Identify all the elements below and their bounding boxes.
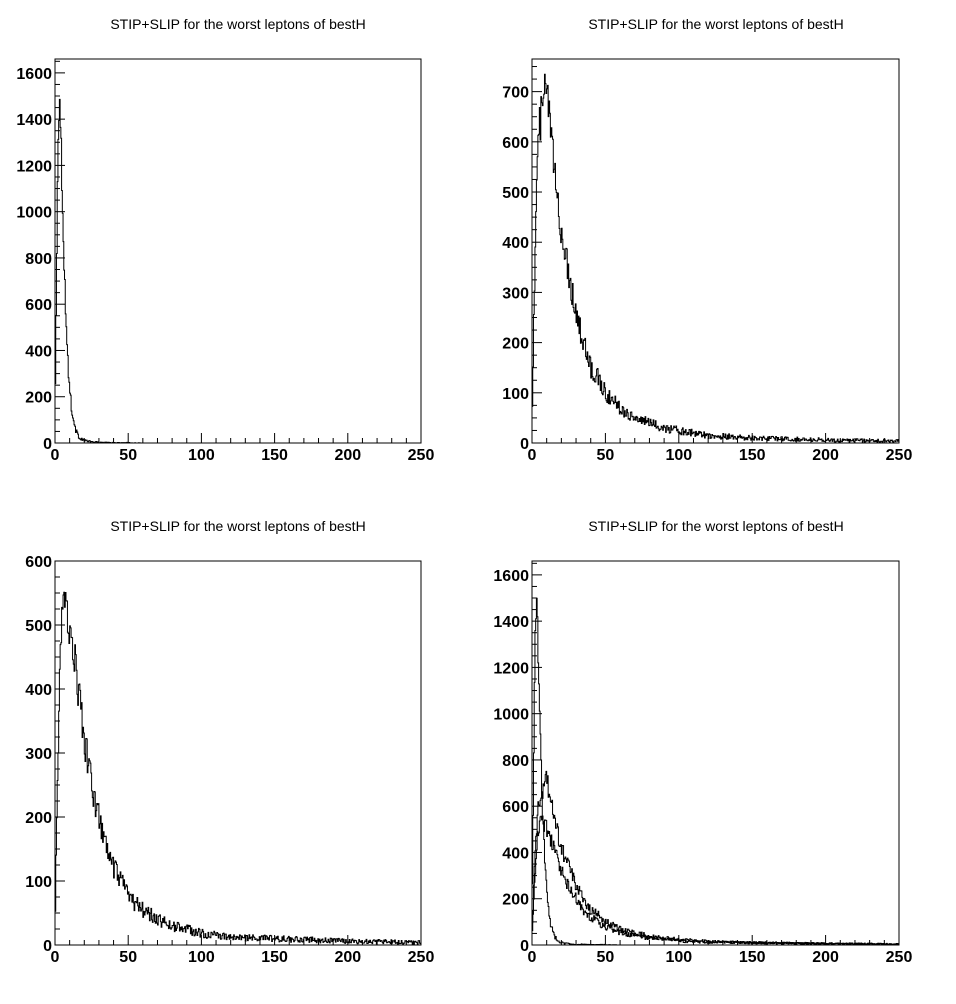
y-tick-label: 0 — [520, 436, 529, 453]
chart-title: STIP+SLIP for the worst leptons of bestH — [588, 518, 843, 534]
y-tick-label: 0 — [43, 938, 52, 955]
x-tick-label: 100 — [188, 949, 215, 966]
plot-frame — [531, 58, 900, 444]
histogram-panel-4: STIP+SLIP for the worst leptons of bestH… — [493, 518, 912, 966]
y-tick-label: 500 — [502, 185, 529, 202]
y-tick-label: 600 — [502, 135, 529, 152]
x-tick-label: 100 — [665, 447, 692, 464]
x-tick-label: 100 — [188, 447, 215, 464]
y-tick-label: 1000 — [493, 707, 529, 724]
x-tick-label: 150 — [261, 447, 288, 464]
y-tick-label: 200 — [25, 390, 52, 407]
histogram-panel-1: STIP+SLIP for the worst leptons of bestH… — [16, 16, 434, 464]
y-tick-label: 1200 — [493, 660, 529, 677]
plot-frame — [54, 560, 422, 946]
y-tick-label: 1600 — [16, 66, 52, 83]
chart-title: STIP+SLIP for the worst leptons of bestH — [110, 16, 365, 32]
x-tick-label: 250 — [886, 949, 913, 966]
x-tick-label: 50 — [597, 949, 615, 966]
x-tick-label: 50 — [597, 447, 615, 464]
y-tick-label: 300 — [502, 285, 529, 302]
y-tick-label: 700 — [502, 85, 529, 102]
y-tick-label: 300 — [25, 746, 52, 763]
y-tick-label: 200 — [502, 892, 529, 909]
x-tick-label: 0 — [51, 949, 60, 966]
y-tick-label: 400 — [502, 235, 529, 252]
histogram-panel-2: STIP+SLIP for the worst leptons of bestH… — [502, 16, 912, 464]
histogram-panel-3: STIP+SLIP for the worst leptons of bestH… — [25, 518, 434, 966]
y-tick-label: 600 — [25, 554, 52, 571]
y-tick-label: 400 — [25, 343, 52, 360]
y-tick-label: 600 — [25, 297, 52, 314]
histogram-series-1 — [54, 98, 421, 444]
y-tick-label: 600 — [502, 799, 529, 816]
x-tick-label: 200 — [334, 447, 361, 464]
x-tick-label: 150 — [261, 949, 288, 966]
y-tick-label: 1200 — [16, 158, 52, 175]
y-tick-label: 100 — [25, 874, 52, 891]
chart-title: STIP+SLIP for the worst leptons of bestH — [588, 16, 843, 32]
y-tick-label: 400 — [502, 845, 529, 862]
y-tick-label: 400 — [25, 682, 52, 699]
x-tick-label: 200 — [812, 949, 839, 966]
y-tick-label: 1400 — [493, 614, 529, 631]
histogram-series-2 — [531, 770, 899, 946]
histogram-series-3 — [531, 815, 899, 946]
plot-frame — [54, 58, 422, 444]
histogram-series-1 — [531, 597, 899, 946]
histogram-series-1 — [54, 591, 421, 945]
x-tick-label: 100 — [665, 949, 692, 966]
y-tick-label: 0 — [43, 436, 52, 453]
y-tick-label: 800 — [25, 251, 52, 268]
y-tick-label: 1600 — [493, 568, 529, 585]
x-tick-label: 0 — [528, 447, 537, 464]
x-tick-label: 200 — [334, 949, 361, 966]
x-tick-label: 0 — [528, 949, 537, 966]
x-tick-label: 50 — [119, 949, 137, 966]
y-tick-label: 500 — [25, 618, 52, 635]
y-tick-label: 1000 — [16, 205, 52, 222]
y-tick-label: 0 — [520, 938, 529, 955]
y-tick-label: 200 — [502, 336, 529, 353]
x-tick-label: 200 — [812, 447, 839, 464]
x-tick-label: 50 — [119, 447, 137, 464]
y-tick-label: 100 — [502, 386, 529, 403]
x-tick-label: 150 — [739, 949, 766, 966]
histogram-series-1 — [531, 73, 899, 443]
chart-title: STIP+SLIP for the worst leptons of bestH — [110, 518, 365, 534]
y-tick-label: 200 — [25, 810, 52, 827]
y-tick-label: 1400 — [16, 112, 52, 129]
x-tick-label: 250 — [408, 447, 435, 464]
x-tick-label: 0 — [51, 447, 60, 464]
y-tick-label: 800 — [502, 753, 529, 770]
x-tick-label: 250 — [886, 447, 913, 464]
plot-frame — [531, 560, 900, 946]
x-tick-label: 150 — [739, 447, 766, 464]
x-tick-label: 250 — [408, 949, 435, 966]
